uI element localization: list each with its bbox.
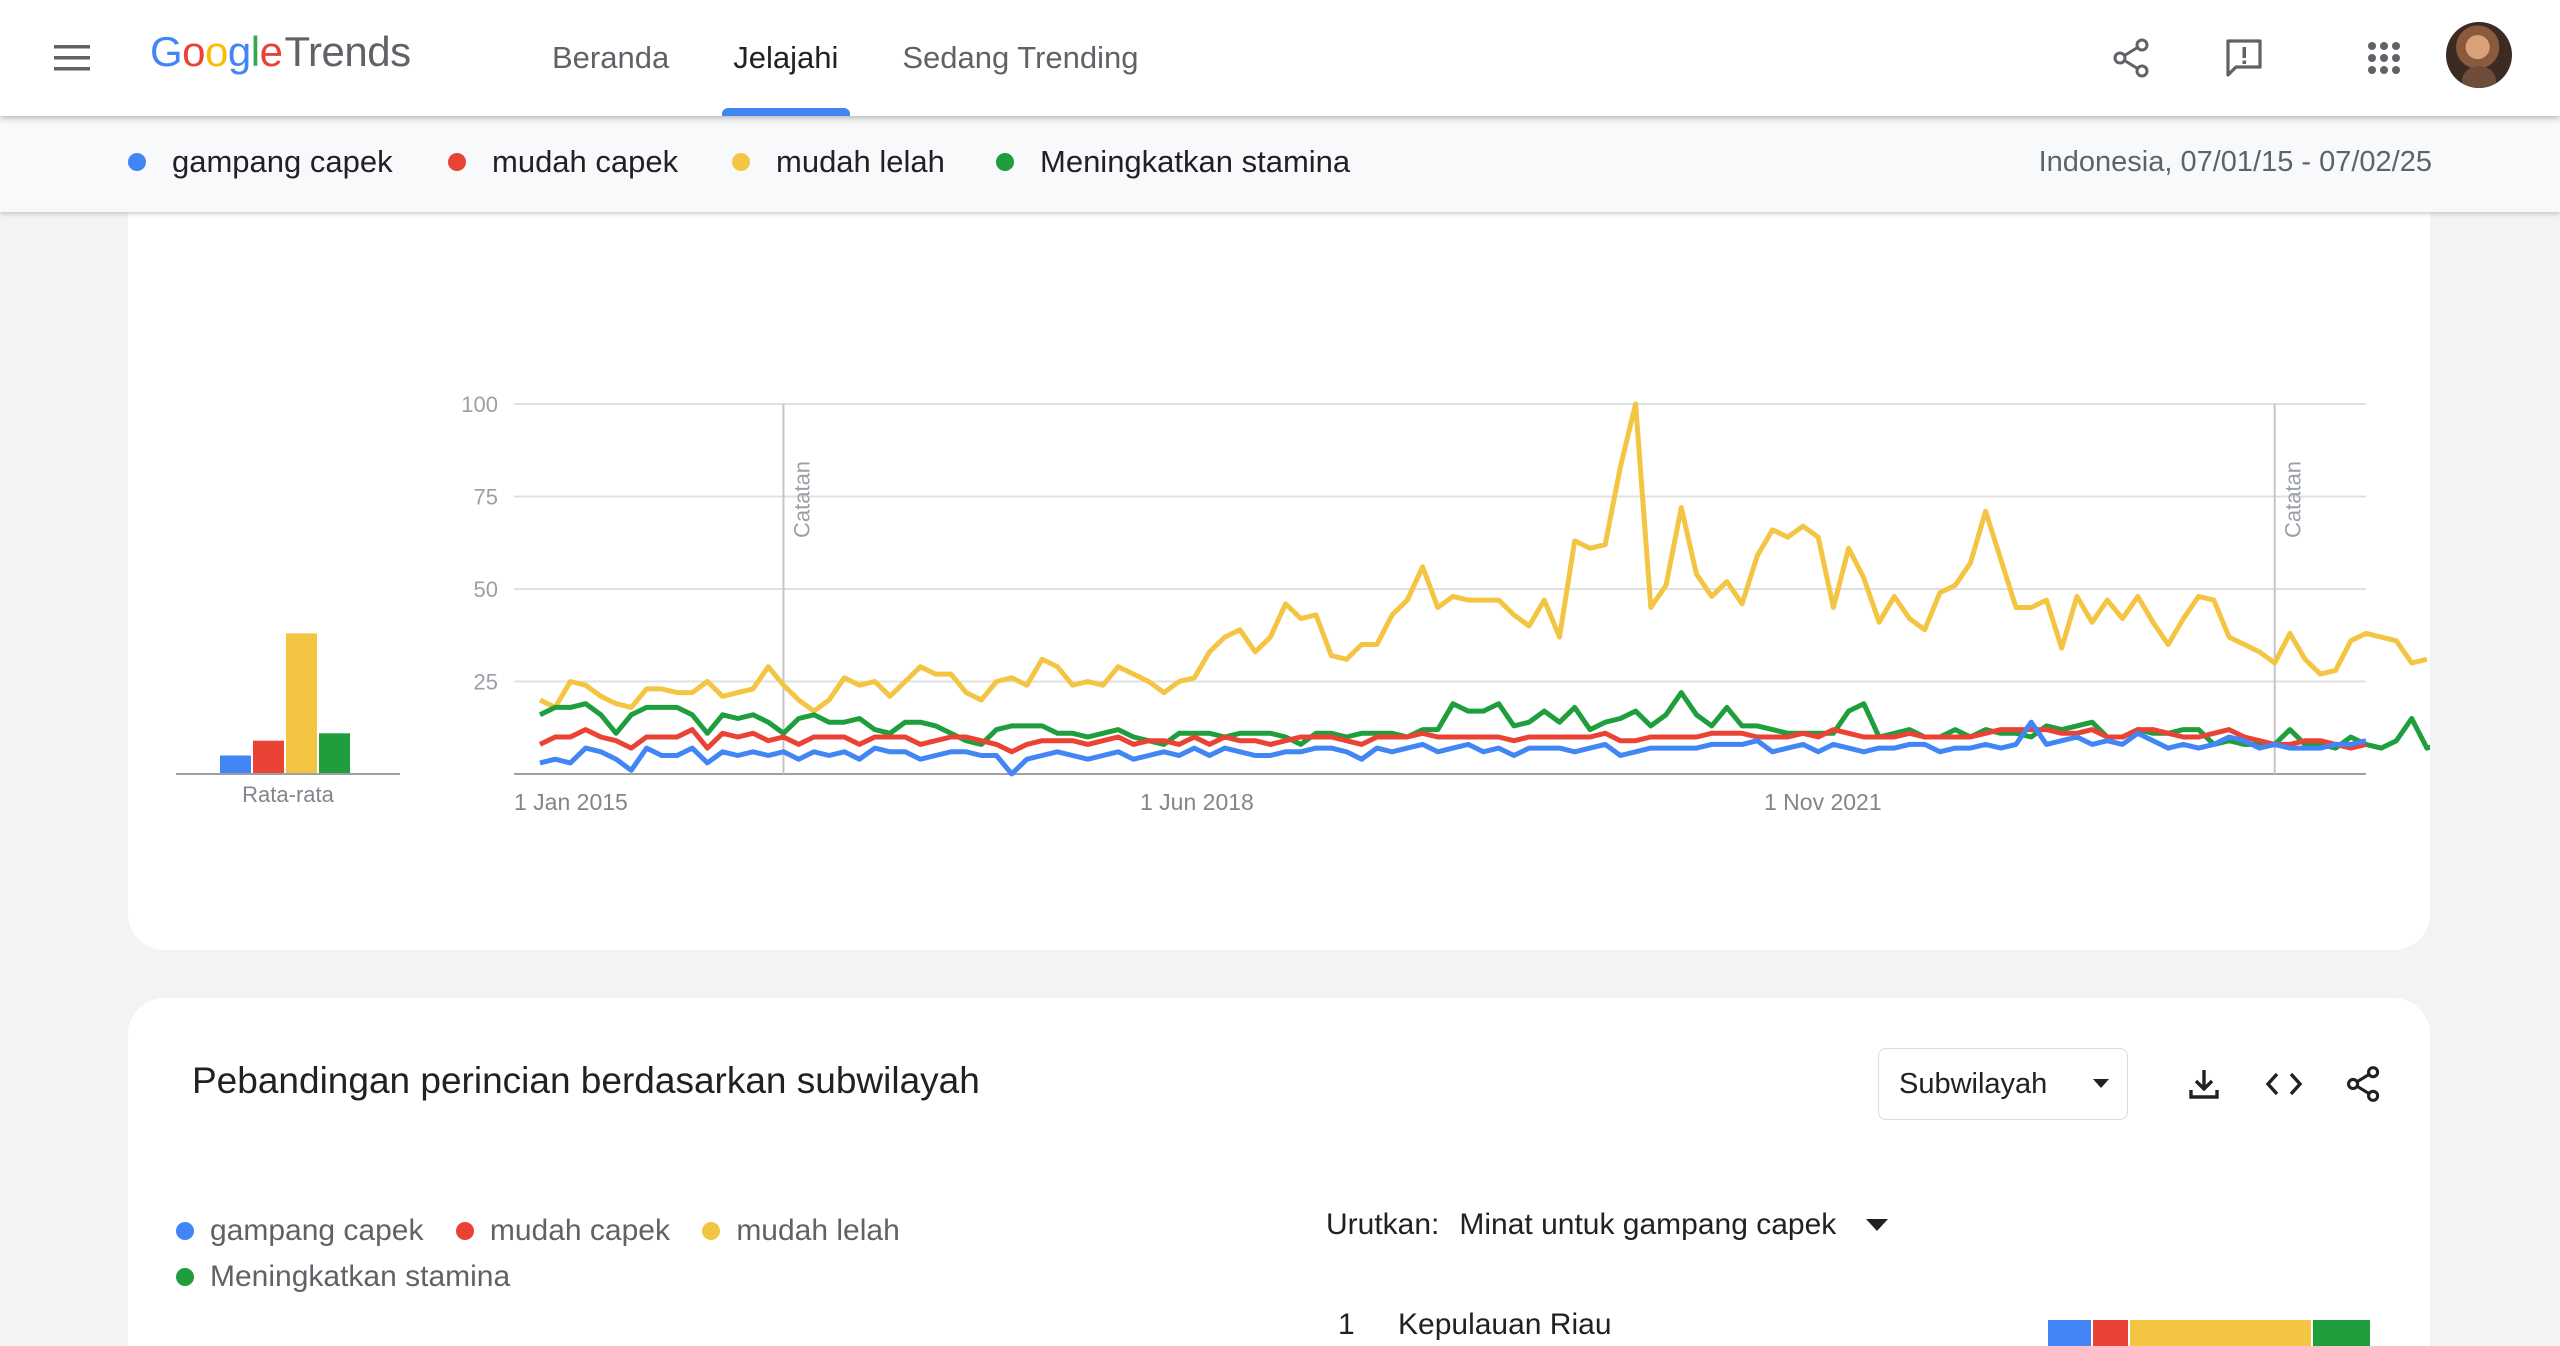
avatar[interactable]	[2446, 22, 2512, 88]
average-bar	[253, 740, 284, 774]
term-mudah-lelah[interactable]: mudah lelah	[732, 144, 945, 180]
stacked-bar-segment	[2090, 1320, 2129, 1346]
subregion-title: Pebandingan perincian berdasarkan subwil…	[192, 1060, 980, 1101]
stacked-bar-segment	[2310, 1320, 2370, 1346]
legend-label: Meningkatkan stamina	[210, 1260, 511, 1293]
term-label: Meningkatkan stamina	[1040, 144, 1351, 179]
sort-label: Urutkan:	[1326, 1208, 1440, 1241]
term-dot	[732, 153, 750, 171]
sort-value[interactable]: Minat untuk gampang capek	[1459, 1208, 1837, 1241]
share-icon[interactable]	[2342, 1062, 2386, 1106]
row-rank: 1	[1338, 1308, 1355, 1341]
row-name: Kepulauan Riau	[1398, 1308, 1612, 1341]
term-dot	[128, 153, 146, 171]
interest-over-time-chart: Rata-rata Catatan Catatan 100 75 50 25 1 Jan …	[176, 392, 2430, 815]
annotation-label: Catatan	[789, 461, 814, 538]
term-dot	[448, 153, 466, 171]
legend-item: mudah lelah	[702, 1208, 900, 1254]
embed-icon[interactable]	[2262, 1062, 2306, 1106]
legend-item: Meningkatkan stamina	[176, 1254, 510, 1300]
average-label: Rata-rata	[242, 782, 334, 807]
logo-google: Google	[150, 28, 283, 75]
subregion-stacked-bar	[2048, 1320, 2370, 1346]
annotation-label: Catatan	[2281, 461, 2306, 538]
term-meningkatkan-stamina[interactable]: Meningkatkan stamina	[996, 144, 1350, 180]
x-tick-label: 1 Nov 2021	[1764, 789, 1882, 815]
average-bar	[220, 755, 251, 774]
average-bar	[319, 733, 350, 774]
legend-dot	[455, 1222, 474, 1240]
x-tick-label: 1 Jan 2015	[514, 789, 628, 815]
logo-trends: Trends	[284, 28, 411, 75]
subregion-row[interactable]: 1 Kepulauan Riau	[1338, 1308, 1612, 1342]
chevron-down-icon	[2093, 1079, 2109, 1088]
chevron-down-icon[interactable]	[1866, 1219, 1889, 1231]
term-dot	[996, 153, 1014, 171]
term-label: mudah capek	[492, 144, 679, 179]
comparison-terms-bar: gampang capek mudah capek mudah lelah Me…	[0, 116, 2560, 212]
legend-dot	[702, 1222, 721, 1240]
nav-beranda[interactable]: Beranda	[552, 40, 670, 75]
stacked-bar-segment	[2128, 1320, 2311, 1346]
y-tick-label: 50	[474, 577, 498, 602]
y-tick-label: 100	[461, 392, 498, 417]
subregion-select[interactable]: Subwilayah	[1878, 1048, 2128, 1120]
term-label: mudah lelah	[776, 144, 945, 179]
subregion-card: Pebandingan perincian berdasarkan subwil…	[128, 998, 2430, 1346]
legend-dot	[176, 1222, 194, 1240]
download-icon[interactable]	[2182, 1062, 2226, 1106]
select-value: Subwilayah	[1899, 1067, 2048, 1100]
y-tick-label: 25	[474, 670, 498, 695]
x-tick-label: 1 Jun 2018	[1140, 789, 1254, 815]
legend-label: mudah lelah	[736, 1214, 900, 1247]
share-icon[interactable]	[2104, 30, 2160, 86]
sort-control: Urutkan: Minat untuk gampang capek	[1326, 1208, 1889, 1242]
legend-item: gampang capek	[176, 1208, 424, 1254]
term-mudah-capek[interactable]: mudah capek	[448, 144, 678, 180]
menu-icon[interactable]	[50, 36, 94, 80]
term-label: gampang capek	[172, 144, 393, 179]
region-date-filter[interactable]: Indonesia, 07/01/15 - 07/02/25	[2038, 146, 2432, 178]
google-trends-logo[interactable]: GoogleTrends	[150, 28, 411, 76]
nav-sedang-trending[interactable]: Sedang Trending	[902, 40, 1139, 75]
nav-jelajahi[interactable]: Jelajahi	[701, 0, 870, 116]
series-line	[538, 401, 2428, 714]
series-line	[538, 727, 2367, 755]
series-line	[539, 719, 2367, 777]
term-gampang-capek[interactable]: gampang capek	[128, 144, 393, 180]
apps-grid-icon[interactable]	[2356, 30, 2412, 86]
legend-label: gampang capek	[210, 1214, 424, 1247]
legend-dot	[176, 1268, 194, 1286]
app-bar: GoogleTrends Beranda Jelajahi Sedang Tre…	[0, 0, 2560, 116]
interest-over-time-card: Rata-rata Catatan Catatan 100 75 50 25 1 Jan …	[128, 150, 2430, 950]
y-tick-label: 75	[474, 485, 498, 510]
feedback-icon[interactable]	[2216, 30, 2272, 86]
subregion-legend: gampang capek mudah capek mudah lelah Me…	[176, 1208, 1176, 1300]
legend-item: mudah capek	[455, 1208, 670, 1254]
stacked-bar-segment	[2048, 1320, 2091, 1346]
average-bar	[286, 633, 317, 774]
main-nav: Beranda Jelajahi Sedang Trending	[520, 0, 1170, 116]
legend-label: mudah capek	[489, 1214, 670, 1247]
